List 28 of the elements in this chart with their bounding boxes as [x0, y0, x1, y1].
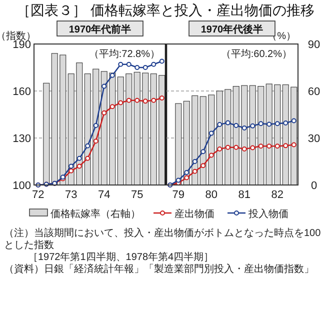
- x-tick-label: 79: [172, 189, 184, 201]
- annotation: （平均:72.8%）: [88, 48, 160, 60]
- chart-subtitle: 1970年代前半: [68, 24, 132, 36]
- y2-tick-label: 90: [308, 39, 320, 51]
- x-tick-label: 80: [205, 189, 218, 201]
- text: （注）当該期間において、投入・産出物価がボトムとなった時点を100とした指数: [4, 228, 322, 252]
- y2-tick-label: 0: [310, 180, 318, 192]
- y-tick-label: 160: [12, 86, 31, 98]
- x-tick-label: 73: [65, 189, 78, 201]
- x-tick-label: 74: [98, 189, 110, 201]
- y-tick-label: 190: [12, 39, 31, 51]
- y-axis-title: （指数）: [0, 30, 36, 42]
- text: （資料）日銀「経済統計年報」「製造業部門別投入・産出物価指数」: [4, 264, 315, 276]
- legend-label: 価格転嫁率（右軸）: [50, 208, 140, 220]
- x-tick-label: 81: [238, 189, 250, 201]
- legend-label: 産出物価: [174, 208, 214, 220]
- y-tick-label: 130: [12, 133, 31, 145]
- chart-subtitle: 1970年代後半: [200, 24, 264, 36]
- y2-tick-label: 30: [308, 133, 320, 145]
- chart-title: ［図表３］ 価格転嫁率と投入・産出物価の推移: [16, 2, 314, 18]
- annotation: （平均:60.2%）: [220, 48, 292, 60]
- text: ［1972年第1四半期、1978年第4四半期］: [27, 252, 215, 264]
- y-tick-label: 100: [12, 180, 31, 192]
- legend-label: 投入物価: [248, 208, 288, 220]
- x-tick-label: 72: [32, 189, 44, 201]
- y2-tick-label: 60: [308, 86, 320, 98]
- x-tick-label: 75: [131, 189, 144, 201]
- x-tick-label: 82: [271, 189, 284, 201]
